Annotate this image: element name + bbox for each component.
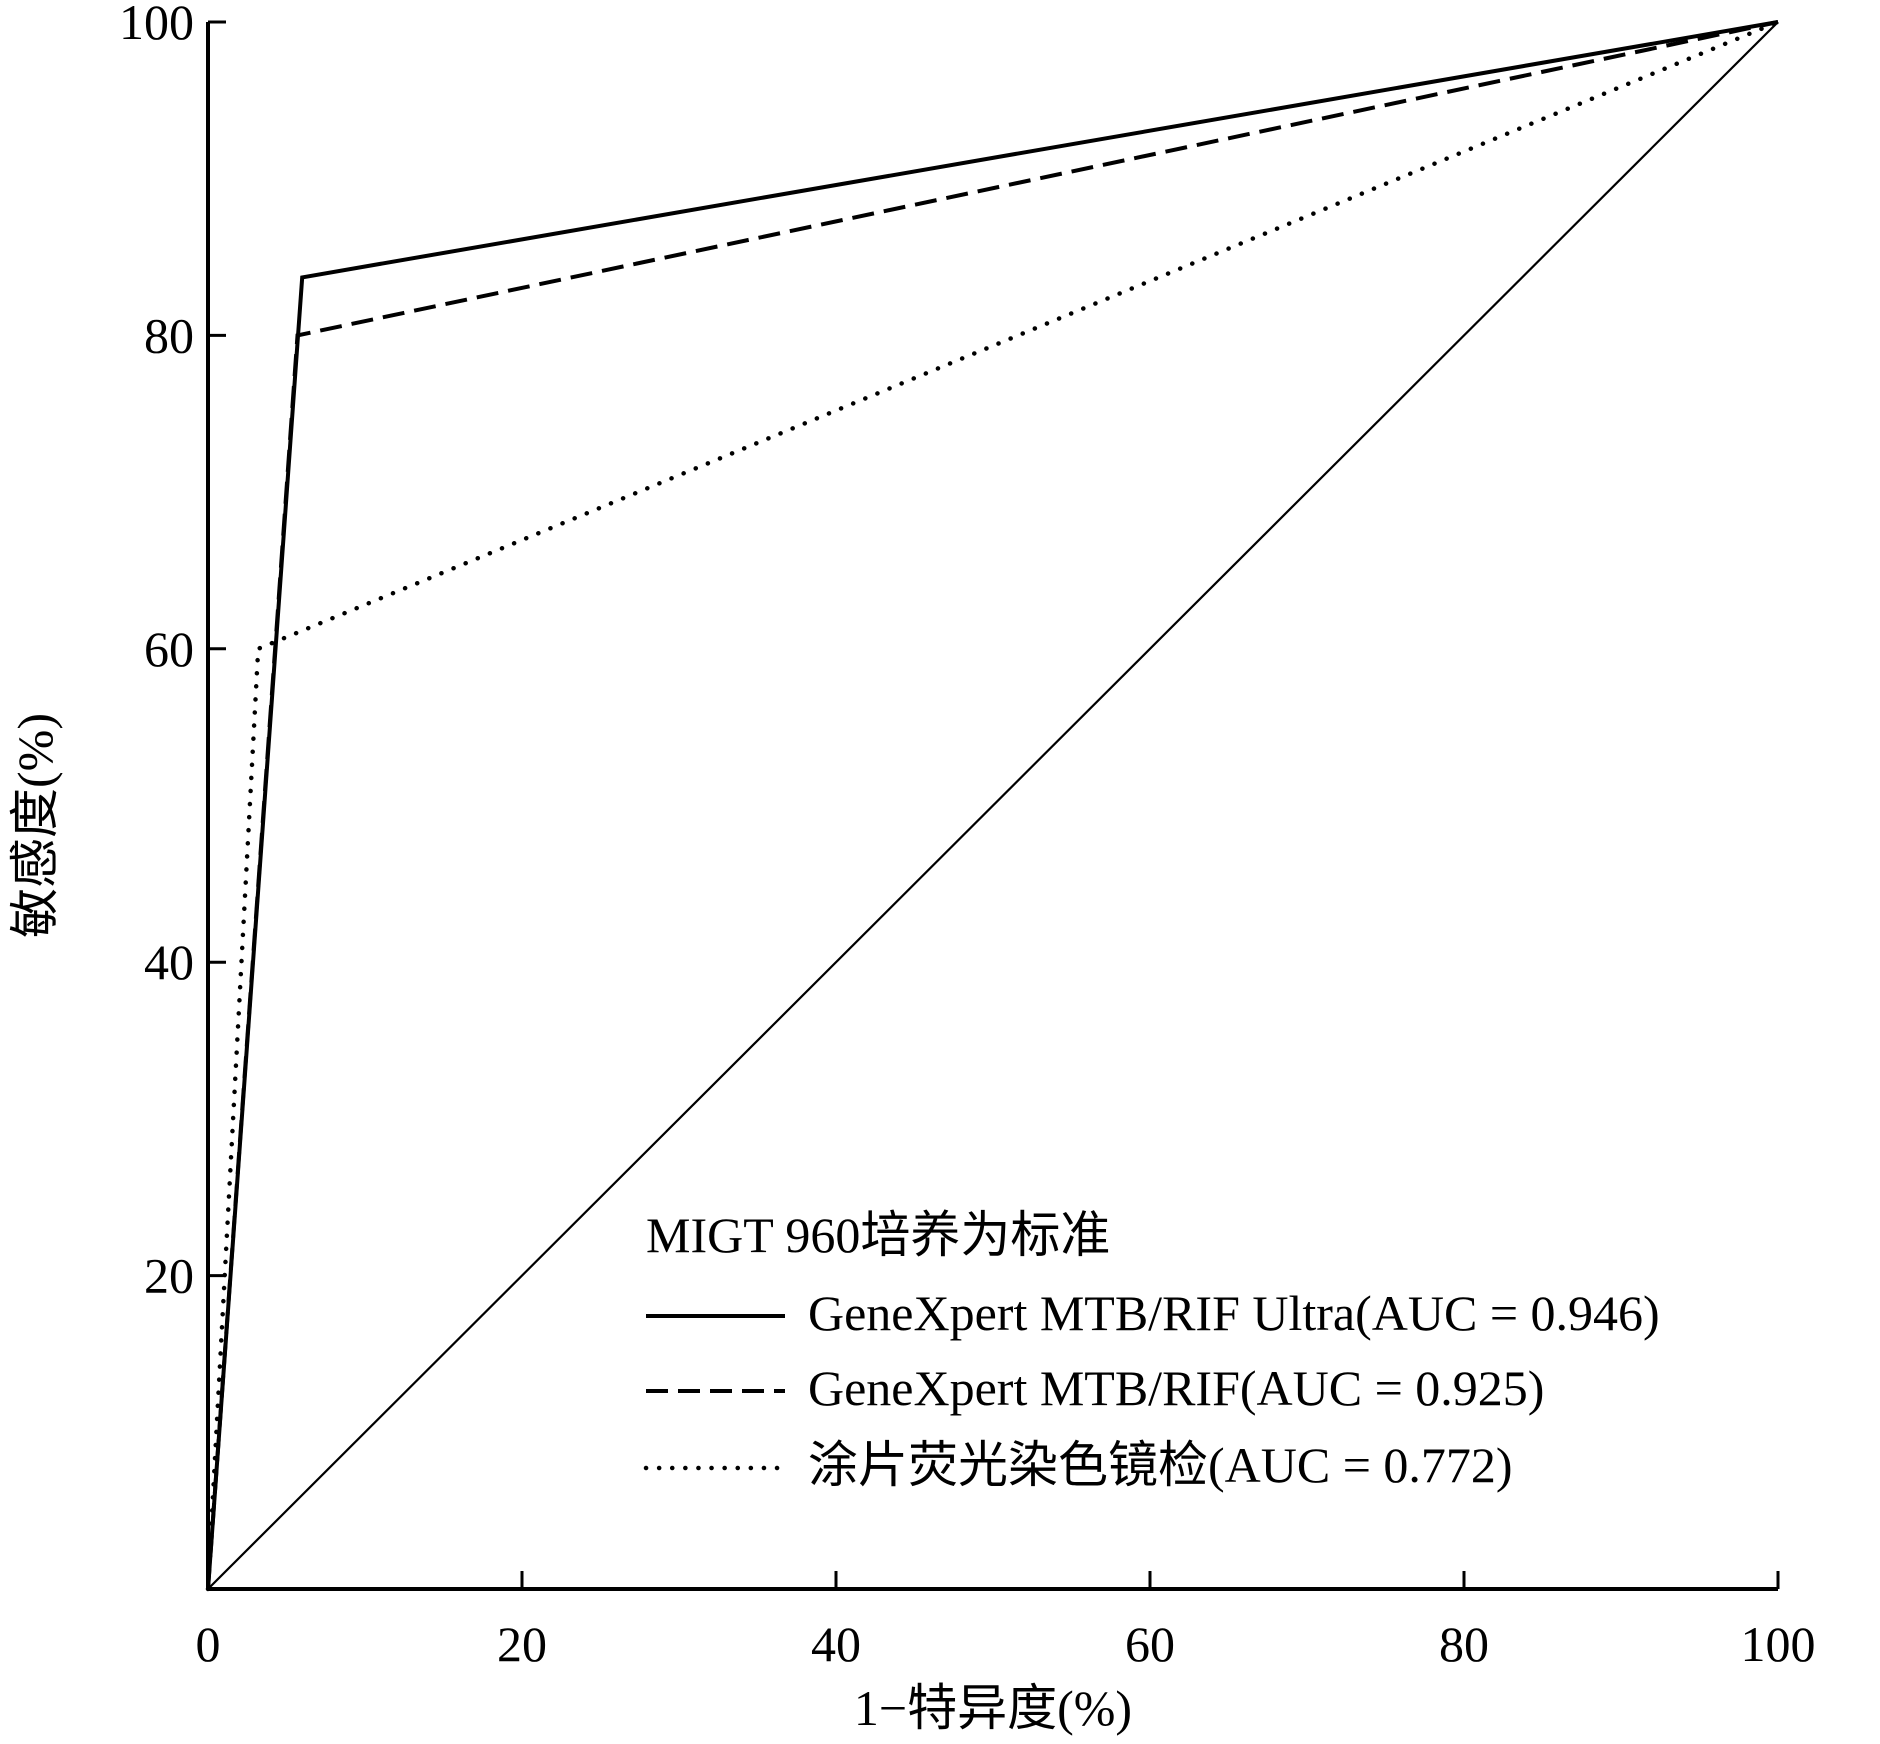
y-tick-label-20: 20 — [144, 1248, 194, 1304]
legend-label-dotted: 涂片荧光染色镜检(AUC = 0.772) — [808, 1437, 1513, 1493]
axes: 0 20 40 60 80 100 20 40 60 80 100 — [119, 0, 1816, 1672]
y-tick-label-60: 60 — [144, 621, 194, 677]
legend-label-dashed: GeneXpert MTB/RIF(AUC = 0.925) — [808, 1360, 1544, 1416]
x-tick-label-60: 60 — [1125, 1616, 1175, 1672]
plot-area — [205, 19, 1781, 1592]
y-tick-label-80: 80 — [144, 307, 194, 363]
x-tick-label-0: 0 — [196, 1616, 221, 1672]
y-axis-title: 敏感度(%) — [7, 713, 63, 938]
y-tick-label-100: 100 — [119, 0, 194, 50]
reference-diagonal-line — [207, 21, 1779, 1590]
legend: MIGT 960培养为标准 GeneXpert MTB/RIF Ultra(AUC… — [643, 1207, 1660, 1493]
x-tick-label-40: 40 — [811, 1616, 861, 1672]
legend-title: MIGT 960培养为标准 — [646, 1207, 1110, 1263]
x-axis-title: 1−特异度(%) — [854, 1680, 1132, 1736]
series-line-solid — [206, 20, 1779, 1590]
series-line-dashed — [206, 20, 1779, 1590]
y-tick-label-40: 40 — [144, 934, 194, 990]
legend-label-solid: GeneXpert MTB/RIF Ultra(AUC = 0.946) — [808, 1285, 1660, 1341]
x-tick-label-20: 20 — [497, 1616, 547, 1672]
x-tick-label-80: 80 — [1439, 1616, 1489, 1672]
x-tick-label-100: 100 — [1741, 1616, 1816, 1672]
